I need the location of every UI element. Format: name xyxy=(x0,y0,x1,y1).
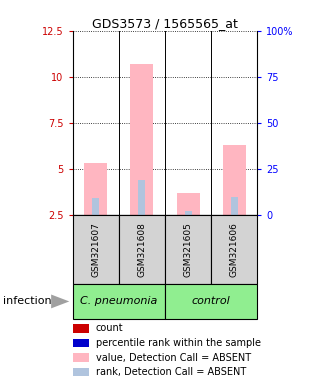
Text: GDS3573 / 1565565_at: GDS3573 / 1565565_at xyxy=(92,17,238,30)
Text: GSM321605: GSM321605 xyxy=(183,222,193,277)
Bar xyxy=(177,193,200,215)
Bar xyxy=(130,64,153,215)
Bar xyxy=(165,215,211,284)
Bar xyxy=(119,215,165,284)
Text: infection: infection xyxy=(3,296,52,306)
Bar xyxy=(211,215,257,284)
Text: C. pneumonia: C. pneumonia xyxy=(80,296,157,306)
Bar xyxy=(139,180,145,215)
Bar xyxy=(92,199,99,215)
Bar xyxy=(185,211,192,215)
Text: control: control xyxy=(192,296,231,306)
Text: count: count xyxy=(96,323,123,333)
Bar xyxy=(84,164,107,215)
Bar xyxy=(73,215,119,284)
Text: GSM321606: GSM321606 xyxy=(230,222,239,277)
Bar xyxy=(73,284,165,319)
Bar xyxy=(223,145,246,215)
Text: percentile rank within the sample: percentile rank within the sample xyxy=(96,338,261,348)
Text: rank, Detection Call = ABSENT: rank, Detection Call = ABSENT xyxy=(96,367,246,377)
Text: value, Detection Call = ABSENT: value, Detection Call = ABSENT xyxy=(96,353,251,362)
Text: GSM321608: GSM321608 xyxy=(137,222,147,277)
Bar xyxy=(165,284,257,319)
Text: GSM321607: GSM321607 xyxy=(91,222,100,277)
Bar xyxy=(231,197,238,215)
